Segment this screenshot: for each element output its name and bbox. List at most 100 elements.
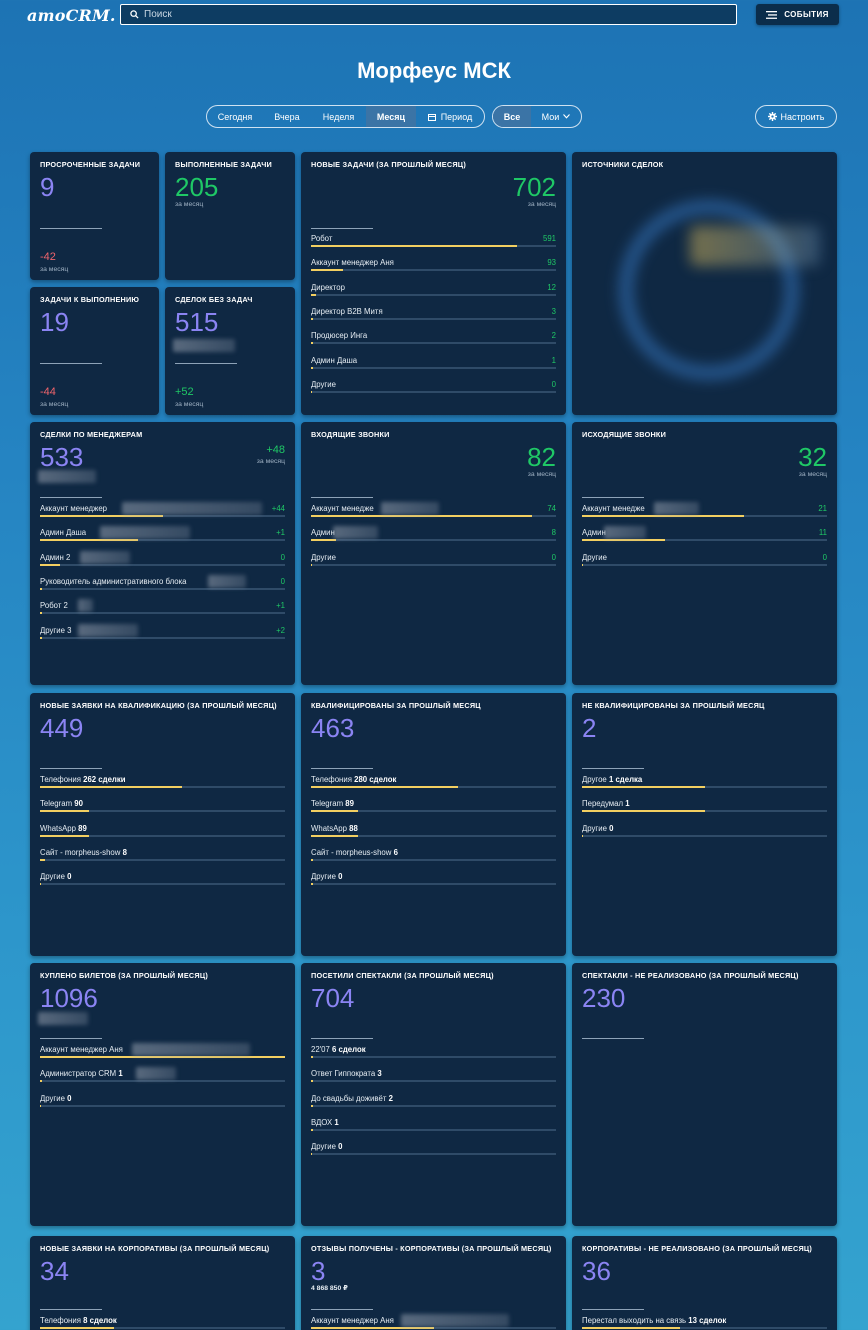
list-item[interactable]: Продюсер Инга 2	[311, 331, 556, 345]
list-item-label: Другие 3	[40, 626, 71, 635]
list-item[interactable]: Директор 12	[311, 283, 556, 297]
list-item-text: Админ 2	[40, 552, 71, 562]
widget-new-tasks[interactable]: Новые задачи (за прошлый месяц) 702 за м…	[301, 152, 566, 415]
widget-value: 702	[512, 172, 556, 202]
redacted-block	[132, 1043, 250, 1056]
list-item[interactable]: Аккаунт менедже 21	[582, 502, 827, 518]
list-item[interactable]: Робот 591	[311, 234, 556, 248]
progress-track	[311, 342, 556, 345]
widget-deals-without-tasks[interactable]: Сделок без задач 515 +52 за месяц	[165, 287, 295, 415]
widget-not-qualified[interactable]: Не квалифицированы за прошлый месяц 2 Др…	[572, 693, 837, 956]
period-month[interactable]: Месяц	[366, 106, 416, 127]
logo[interactable]: amoCRM.	[27, 6, 116, 25]
list-item-text: Продюсер Инга	[311, 331, 368, 341]
list-item[interactable]: Телефония 8 сделок	[40, 1316, 285, 1330]
list-item[interactable]: Аккаунт менеджер Аня	[311, 1314, 556, 1330]
list-item[interactable]: Аккаунт менеджер +44	[40, 502, 285, 518]
scope-all[interactable]: Все	[493, 106, 531, 127]
list-item[interactable]: Другие 0	[40, 872, 285, 886]
period-custom[interactable]: Период	[416, 106, 484, 127]
list-item[interactable]: 22'07 6 сделок	[311, 1045, 556, 1059]
list-item[interactable]: Админ Даша +1	[40, 526, 285, 542]
events-button[interactable]: СОБЫТИЯ	[756, 4, 839, 25]
list-item-label: ВДОХ 1	[311, 1118, 339, 1127]
list-item[interactable]: Админ 2 0	[40, 550, 285, 567]
progress-fill	[40, 883, 42, 886]
search-input[interactable]	[144, 9, 704, 20]
widget-qualification-new[interactable]: Новые заявки на квалификацию (за прошлый…	[30, 693, 295, 956]
list-item[interactable]: Другие 0	[311, 1142, 556, 1156]
settings-button[interactable]: Настроить	[755, 105, 837, 128]
list-item[interactable]: Аккаунт менеджер Аня	[40, 1043, 285, 1059]
widget-done-tasks[interactable]: Выполненные задачи 205 за месяц	[165, 152, 295, 280]
widget-visited-shows[interactable]: Посетили спектакли (за прошлый месяц) 70…	[301, 963, 566, 1226]
list-item[interactable]: Робот 2 +1	[40, 599, 285, 615]
progress-track	[40, 810, 285, 813]
progress-fill	[311, 317, 314, 320]
list-item[interactable]: До свадьбы доживёт 2	[311, 1094, 556, 1108]
list-item-text: Другие 3	[40, 625, 72, 635]
list-item-label: Другое 1 сделка	[582, 775, 642, 784]
widget-corporate-unsold[interactable]: Корпоративы - не реализовано (за прошлый…	[572, 1236, 837, 1330]
progress-track	[40, 1104, 285, 1107]
list-item[interactable]: Другие 3 +2	[40, 623, 285, 640]
list-item[interactable]: Другое 1 сделка	[582, 775, 827, 789]
widget-tickets-bought[interactable]: Куплено билетов (за прошлый месяц) 1096 …	[30, 963, 295, 1226]
list-item-label: Админ 2	[40, 553, 70, 562]
widget-overdue-tasks[interactable]: Просроченные задачи 9 -42 за месяц	[30, 152, 159, 280]
list-item[interactable]: Перестал выходить на связь 13 сделок	[582, 1316, 827, 1330]
list-item[interactable]: Телефония 262 сделки	[40, 775, 285, 789]
widget-todo-tasks[interactable]: Задачи к выполнению 19 -44 за месяц	[30, 287, 159, 415]
widget-qualified[interactable]: Квалифицированы за прошлый месяц 463 Тел…	[301, 693, 566, 956]
list-item[interactable]: Другие 0	[311, 553, 556, 567]
widget-sub: за месяц	[175, 201, 204, 208]
period-today[interactable]: Сегодня	[217, 111, 253, 122]
widget-incoming-calls[interactable]: Входящие звонки 82 за месяц Аккаунт мене…	[301, 422, 566, 685]
widget-value: 32	[798, 442, 827, 472]
period-yesterday[interactable]: Вчера	[274, 111, 300, 122]
list-item[interactable]: Директор B2B Митя 3	[311, 307, 556, 321]
list-item[interactable]: Другие 0	[582, 824, 827, 838]
widget-corporate-new[interactable]: Новые заявки на корпоративы (за прошлый …	[30, 1236, 295, 1330]
list-item[interactable]: Админ 8	[311, 526, 556, 542]
list-item-label: Другие 0	[40, 872, 71, 881]
list-item[interactable]: Админ Даша 1	[311, 356, 556, 370]
list-item[interactable]: Руководитель административного блока 0	[40, 574, 285, 591]
list-item-text: Передумал	[582, 799, 624, 809]
redacted-block	[100, 526, 190, 540]
widget-corporate-reviews[interactable]: Отзывы получены - корпоративы (за прошлы…	[301, 1236, 566, 1330]
search-box[interactable]	[120, 4, 737, 25]
list-item[interactable]: Аккаунт менеджер Аня 93	[311, 258, 556, 272]
list-item[interactable]: Другие 0	[40, 1094, 285, 1108]
widget-outgoing-calls[interactable]: Исходящие звонки 32 за месяц Аккаунт мен…	[572, 422, 837, 685]
progress-fill	[311, 1080, 314, 1083]
scope-mine[interactable]: Мои	[531, 106, 581, 127]
list-item[interactable]: Telegram 90	[40, 799, 285, 813]
widget-delta-sub: за месяц	[175, 401, 204, 408]
list-item[interactable]: Админ 11	[582, 526, 827, 542]
period-week[interactable]: Неделя	[322, 111, 355, 122]
list-item[interactable]: Другие 0	[311, 380, 556, 394]
progress-fill	[40, 612, 43, 615]
list-item[interactable]: Другие 0	[582, 553, 827, 567]
list-item[interactable]: Сайт - morpheus-show 8	[40, 848, 285, 862]
progress-fill	[311, 1104, 314, 1107]
list-item[interactable]: Аккаунт менедже 74	[311, 502, 556, 518]
list-item[interactable]: Telegram 89	[311, 799, 556, 813]
list-item[interactable]: ВДОХ 1	[311, 1118, 556, 1132]
list-item[interactable]: Телефония 280 сделок	[311, 775, 556, 789]
list-item[interactable]: Ответ Гиппократа 3	[311, 1069, 556, 1083]
list-item[interactable]: Сайт - morpheus-show 6	[311, 848, 556, 862]
list-item[interactable]: WhatsApp 88	[311, 824, 556, 838]
list-item-text: Директор	[311, 282, 345, 292]
list-item[interactable]: Другие 0	[311, 872, 556, 886]
widget-deals-by-managers[interactable]: Сделки по менеджерам 533 +48 за месяц Ак…	[30, 422, 295, 685]
list-item-value: 8	[551, 528, 556, 538]
list-item[interactable]: WhatsApp 89	[40, 824, 285, 838]
widget-shows-unsold[interactable]: Спектакли - не реализовано (за прошлый м…	[572, 963, 837, 1226]
list-item[interactable]: Передумал 1	[582, 799, 827, 813]
list-item[interactable]: Администратор CRM 1	[40, 1067, 285, 1083]
divider	[582, 768, 644, 769]
progress-track	[40, 1327, 285, 1329]
list-item-text: WhatsApp	[311, 823, 347, 833]
